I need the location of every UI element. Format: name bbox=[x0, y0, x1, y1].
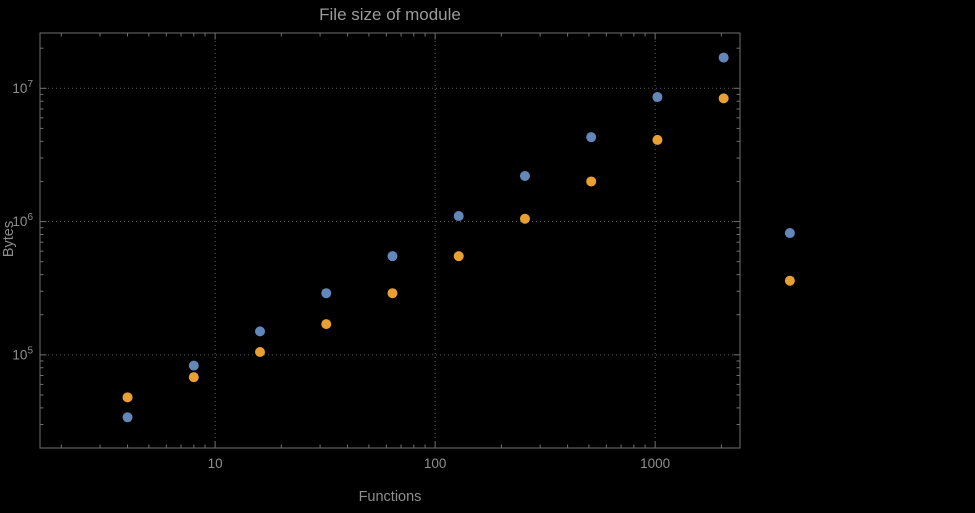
data-point-2 bbox=[453, 251, 464, 262]
x-tick-label: 10 bbox=[208, 456, 223, 471]
data-point-2 bbox=[387, 288, 398, 299]
data-point-2 bbox=[188, 372, 199, 383]
data-point-2 bbox=[586, 176, 597, 187]
data-point-1 bbox=[321, 288, 332, 299]
data-point-2 bbox=[718, 93, 729, 104]
data-point-1 bbox=[387, 251, 398, 262]
plot-frame bbox=[39, 32, 741, 449]
y-tick-label: 107 bbox=[12, 79, 33, 96]
y-tick-label: 105 bbox=[12, 345, 33, 362]
data-point-1 bbox=[652, 92, 663, 103]
data-point-1 bbox=[453, 211, 464, 222]
y-axis-label: Bytes bbox=[1, 220, 17, 258]
x-tick-label: 1000 bbox=[640, 456, 670, 471]
data-point-2 bbox=[784, 275, 795, 286]
x-tick-label: 100 bbox=[424, 456, 447, 471]
data-point-2 bbox=[255, 347, 266, 358]
data-point-1 bbox=[255, 326, 266, 337]
data-point-2 bbox=[321, 319, 332, 330]
data-point-1 bbox=[519, 170, 530, 181]
data-point-1 bbox=[718, 52, 729, 63]
data-point-2 bbox=[122, 392, 133, 403]
data-point-2 bbox=[652, 134, 663, 145]
data-point-1 bbox=[188, 360, 199, 371]
data-point-1 bbox=[122, 412, 133, 423]
x-axis-label: Functions bbox=[358, 489, 422, 505]
data-point-1 bbox=[784, 228, 795, 239]
data-point-1 bbox=[586, 132, 597, 143]
chart-title: File size of module bbox=[319, 5, 461, 24]
data-point-2 bbox=[519, 213, 530, 224]
